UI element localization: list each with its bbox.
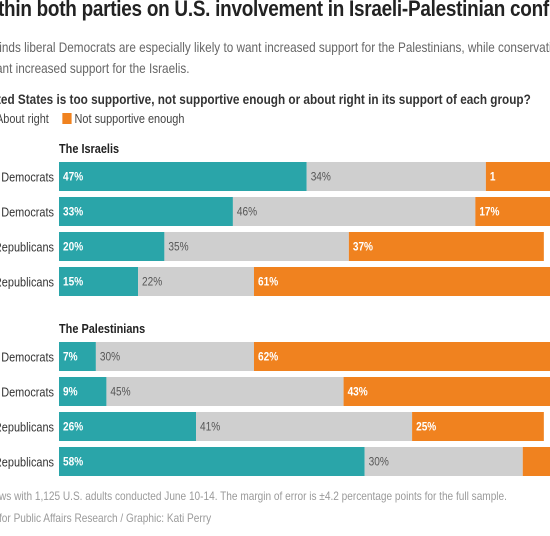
row-label: e Democrats bbox=[0, 385, 54, 400]
row-label: Republicans bbox=[0, 240, 54, 255]
bar-segment-teal bbox=[59, 232, 165, 261]
bar-segment-orange bbox=[348, 232, 544, 261]
bar-segment-gray bbox=[106, 377, 344, 406]
group-title: The Palestinians bbox=[59, 321, 145, 336]
data-label: 15% bbox=[63, 276, 83, 289]
data-label: 61% bbox=[258, 276, 278, 289]
data-label: 1 bbox=[490, 171, 496, 184]
bar-segment-orange bbox=[485, 162, 550, 191]
bar-segment-orange bbox=[412, 412, 544, 441]
data-label: 47% bbox=[63, 171, 83, 184]
data-label: 37% bbox=[353, 241, 373, 254]
data-label: 9% bbox=[63, 386, 78, 399]
row-label: l Democrats bbox=[0, 170, 54, 185]
bar-segment-teal bbox=[59, 267, 139, 296]
bar-segment-orange bbox=[253, 342, 550, 371]
chart-legend: About right Not supportive enough bbox=[0, 111, 195, 126]
bar-segment-orange bbox=[475, 197, 550, 226]
row-label: Republicans bbox=[0, 420, 54, 435]
data-label: 35% bbox=[168, 241, 188, 254]
chart-subtitle-line-1: finds liberal Democrats are especially l… bbox=[0, 39, 550, 55]
data-label: 20% bbox=[63, 241, 83, 254]
footnote-credit: for Public Affairs Research / Graphic: K… bbox=[0, 511, 212, 525]
legend-label-about-right: About right bbox=[0, 111, 49, 126]
legend-swatch-orange bbox=[61, 113, 72, 124]
survey-question: ted States is too supportive, not suppor… bbox=[0, 91, 531, 107]
bar-segment-gray bbox=[164, 232, 349, 261]
row-label: e Democrats bbox=[0, 205, 54, 220]
data-label: 7% bbox=[63, 351, 78, 364]
data-label: 25% bbox=[416, 421, 436, 434]
chart-title: thin both parties on U.S. involvement in… bbox=[0, 0, 550, 21]
bar-segment-teal bbox=[59, 412, 197, 441]
bar-segment-gray bbox=[232, 197, 476, 226]
row-label: l Democrats bbox=[0, 350, 54, 365]
bar-segment-gray bbox=[196, 412, 413, 441]
data-label: 41% bbox=[200, 421, 220, 434]
chart-subtitle-line-2: ant increased support for the Israelis. bbox=[0, 60, 190, 76]
bar-segment-gray bbox=[138, 267, 254, 296]
data-label: 33% bbox=[63, 206, 83, 219]
bar-segment-gray bbox=[95, 342, 254, 371]
data-label: 62% bbox=[258, 351, 278, 364]
bar-segment-orange bbox=[522, 447, 550, 476]
bar-segment-teal bbox=[59, 197, 233, 226]
data-label: 43% bbox=[348, 386, 368, 399]
bar-segment-teal bbox=[59, 162, 307, 191]
bar-segment-gray bbox=[364, 447, 523, 476]
bar-segment-orange bbox=[253, 267, 550, 296]
data-label: 22% bbox=[142, 276, 162, 289]
bar-segment-teal bbox=[59, 342, 96, 371]
bar-segment-teal bbox=[59, 447, 365, 476]
data-label: 30% bbox=[369, 456, 389, 469]
group-title: The Israelis bbox=[59, 141, 119, 156]
data-label: 34% bbox=[311, 171, 331, 184]
data-label: 17% bbox=[479, 206, 499, 219]
legend-label-not-enough: Not supportive enough bbox=[74, 111, 185, 126]
data-label: 46% bbox=[237, 206, 257, 219]
data-label: 45% bbox=[110, 386, 130, 399]
data-label: 26% bbox=[63, 421, 83, 434]
legend-item-about-right: About right bbox=[0, 111, 49, 126]
data-label: 58% bbox=[63, 456, 83, 469]
footnote-source: ws with 1,125 U.S. adults conducted June… bbox=[0, 489, 507, 503]
bar-segment-teal bbox=[59, 377, 107, 406]
bar-segment-gray bbox=[306, 162, 486, 191]
data-label: 30% bbox=[100, 351, 120, 364]
row-label: Republicans bbox=[0, 275, 54, 290]
row-label: Republicans bbox=[0, 455, 54, 470]
legend-item-not-enough: Not supportive enough bbox=[61, 111, 185, 126]
bar-segment-orange bbox=[343, 377, 550, 406]
